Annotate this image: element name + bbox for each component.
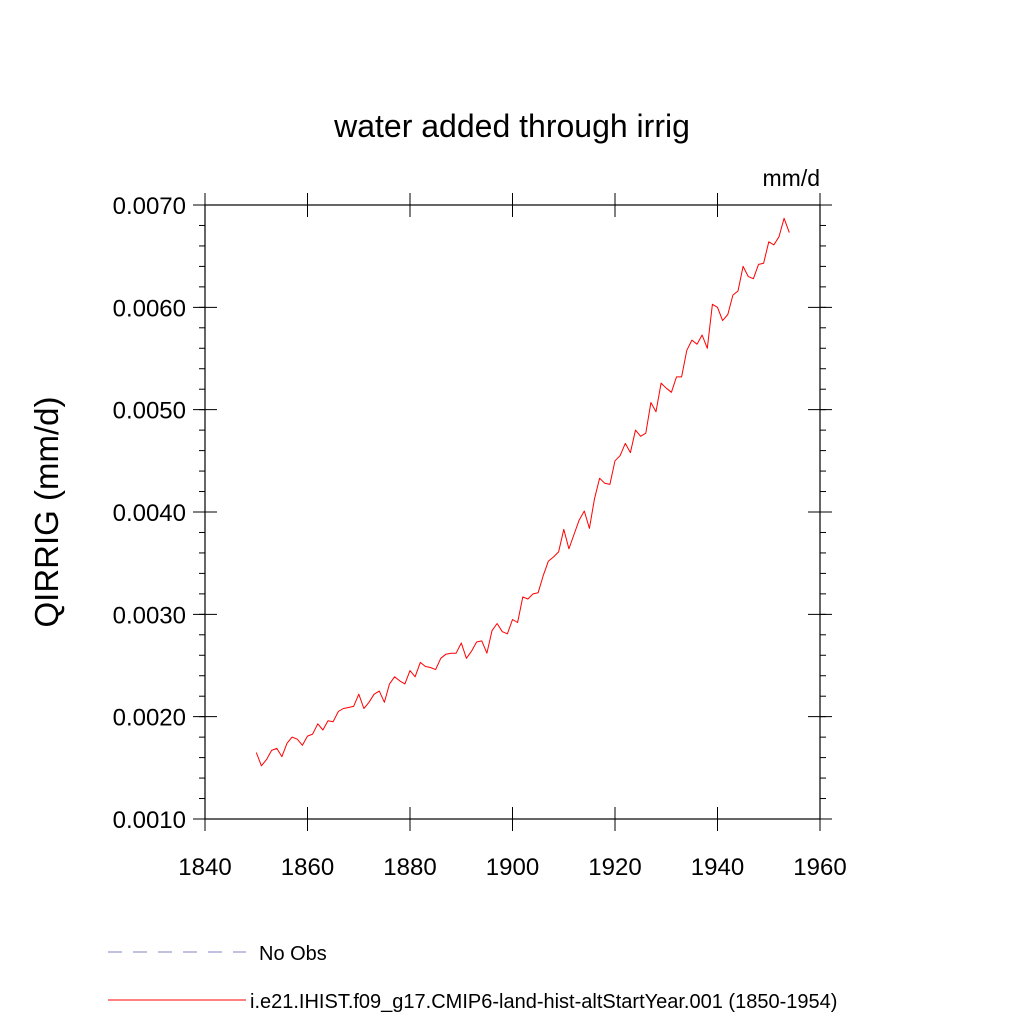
x-tick-label: 1920 <box>588 854 641 881</box>
x-tick-label: 1960 <box>793 854 846 881</box>
series-line <box>255 217 790 767</box>
x-axis-tick-labels: 1840 1860 1880 1900 1920 1940 1960 <box>178 854 846 881</box>
x-tick-label: 1840 <box>178 854 231 881</box>
y-axis-tick-labels: 0.0010 0.0020 0.0030 0.0040 0.0050 0.0060 0.00… <box>113 193 186 834</box>
y-tick-label: 0.0040 <box>113 500 186 527</box>
x-tick-label: 1880 <box>383 854 436 881</box>
y-axis-ticks <box>193 204 832 820</box>
y-tick-label: 0.0070 <box>113 193 186 220</box>
units-label: mm/d <box>763 165 821 191</box>
legend-label-model: i.e21.IHIST.f09_g17.CMIP6-land-hist-altS… <box>250 991 837 1013</box>
legend-label-no-obs: No Obs <box>259 943 327 965</box>
x-axis-ticks <box>204 193 821 831</box>
y-axis-label: QIRRIG (mm/d) <box>28 397 65 628</box>
y-tick-label: 0.0050 <box>113 398 186 425</box>
series-lines <box>255 217 790 767</box>
y-tick-label: 0.0020 <box>113 705 186 732</box>
x-tick-label: 1860 <box>281 854 334 881</box>
plot-frame <box>204 204 821 820</box>
y-tick-label: 0.0030 <box>113 602 186 629</box>
x-tick-label: 1940 <box>691 854 744 881</box>
legend: No Obs i.e21.IHIST.f09_g17.CMIP6-land-hi… <box>108 943 837 1013</box>
chart-title: water added through irrig <box>333 108 690 144</box>
y-tick-label: 0.0010 <box>113 807 186 834</box>
y-tick-label: 0.0060 <box>113 295 186 322</box>
x-tick-label: 1900 <box>486 854 539 881</box>
